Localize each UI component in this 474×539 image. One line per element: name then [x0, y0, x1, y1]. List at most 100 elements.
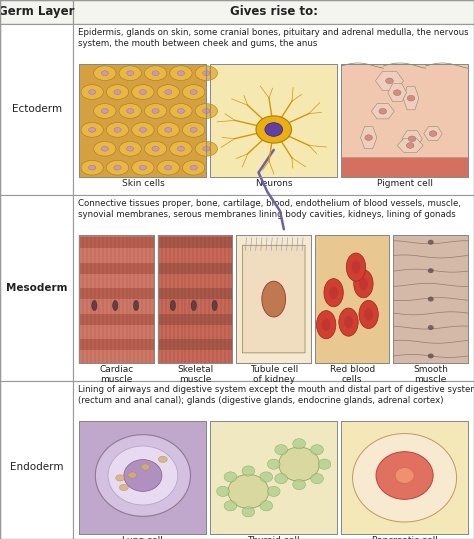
Ellipse shape [106, 122, 128, 137]
Ellipse shape [352, 261, 360, 273]
Ellipse shape [119, 103, 141, 119]
Polygon shape [397, 139, 423, 153]
Bar [315, 235, 390, 363]
Ellipse shape [170, 300, 175, 310]
Ellipse shape [127, 71, 134, 75]
Bar [158, 327, 232, 337]
Ellipse shape [170, 66, 192, 80]
Ellipse shape [114, 165, 121, 170]
Bar [158, 352, 232, 363]
Ellipse shape [279, 447, 319, 481]
Ellipse shape [267, 486, 280, 496]
Ellipse shape [228, 474, 269, 508]
Ellipse shape [190, 89, 197, 94]
Text: Germ Layer: Germ Layer [0, 5, 75, 18]
Ellipse shape [224, 501, 237, 511]
Ellipse shape [318, 459, 331, 469]
Bar [80, 327, 154, 337]
Ellipse shape [428, 325, 434, 330]
Polygon shape [403, 87, 419, 110]
Bar [80, 64, 206, 177]
Bar [158, 340, 232, 350]
Bar [341, 421, 468, 535]
Ellipse shape [152, 71, 159, 75]
Ellipse shape [152, 108, 159, 113]
Bar [73, 195, 474, 381]
Bar [0, 24, 73, 195]
Ellipse shape [203, 147, 210, 151]
Ellipse shape [177, 71, 184, 75]
Bar [158, 235, 232, 363]
Ellipse shape [177, 108, 184, 113]
Ellipse shape [395, 467, 414, 483]
Ellipse shape [128, 472, 137, 478]
Ellipse shape [317, 310, 336, 339]
Ellipse shape [139, 89, 146, 94]
Ellipse shape [114, 89, 121, 94]
Bar [73, 0, 474, 24]
Text: Red blood
cells: Red blood cells [329, 365, 375, 384]
Bar [80, 64, 206, 177]
Ellipse shape [132, 160, 154, 175]
Ellipse shape [359, 278, 368, 290]
Ellipse shape [139, 165, 146, 170]
Bar [210, 64, 337, 177]
Ellipse shape [127, 108, 134, 113]
Ellipse shape [157, 122, 180, 137]
Ellipse shape [217, 486, 229, 496]
Ellipse shape [124, 460, 162, 492]
Bar [80, 340, 154, 350]
Ellipse shape [260, 472, 273, 482]
Ellipse shape [89, 128, 96, 132]
Text: Neurons: Neurons [255, 179, 292, 188]
Ellipse shape [182, 85, 205, 99]
Ellipse shape [408, 136, 416, 142]
Ellipse shape [354, 270, 373, 298]
Bar [341, 157, 468, 177]
Ellipse shape [182, 122, 205, 137]
Ellipse shape [428, 354, 434, 358]
Ellipse shape [108, 446, 178, 505]
Text: Tubule cell
of kidney: Tubule cell of kidney [250, 365, 298, 384]
Polygon shape [371, 103, 394, 119]
Ellipse shape [310, 445, 323, 455]
Ellipse shape [195, 141, 218, 156]
Ellipse shape [101, 71, 109, 75]
Ellipse shape [182, 160, 205, 175]
Bar [80, 288, 154, 299]
Ellipse shape [346, 253, 365, 281]
Ellipse shape [170, 103, 192, 119]
Ellipse shape [141, 464, 150, 470]
Ellipse shape [212, 300, 217, 310]
Ellipse shape [106, 85, 128, 99]
Ellipse shape [365, 135, 373, 141]
Ellipse shape [386, 78, 393, 84]
Text: Connective tissues proper, bone, cartilage, blood, endothelium of blood vessels,: Connective tissues proper, bone, cartila… [79, 199, 462, 219]
Ellipse shape [81, 85, 103, 99]
Bar [80, 314, 154, 324]
Ellipse shape [134, 300, 139, 310]
Ellipse shape [191, 300, 196, 310]
Text: Smooth
muscle: Smooth muscle [413, 365, 448, 384]
Ellipse shape [119, 141, 141, 156]
Ellipse shape [203, 108, 210, 113]
Ellipse shape [379, 108, 387, 114]
Bar [80, 237, 154, 248]
Ellipse shape [170, 141, 192, 156]
Ellipse shape [195, 66, 218, 80]
Bar [341, 64, 468, 177]
Bar [158, 262, 232, 273]
Ellipse shape [95, 434, 191, 516]
Ellipse shape [293, 480, 305, 489]
Bar [315, 235, 390, 363]
Bar [80, 421, 206, 535]
Polygon shape [402, 131, 422, 147]
Ellipse shape [262, 281, 286, 317]
Bar [80, 275, 154, 286]
Ellipse shape [94, 103, 116, 119]
Ellipse shape [329, 286, 338, 299]
Ellipse shape [265, 123, 283, 136]
Ellipse shape [127, 147, 134, 151]
Bar [158, 237, 232, 248]
Bar [341, 64, 468, 177]
